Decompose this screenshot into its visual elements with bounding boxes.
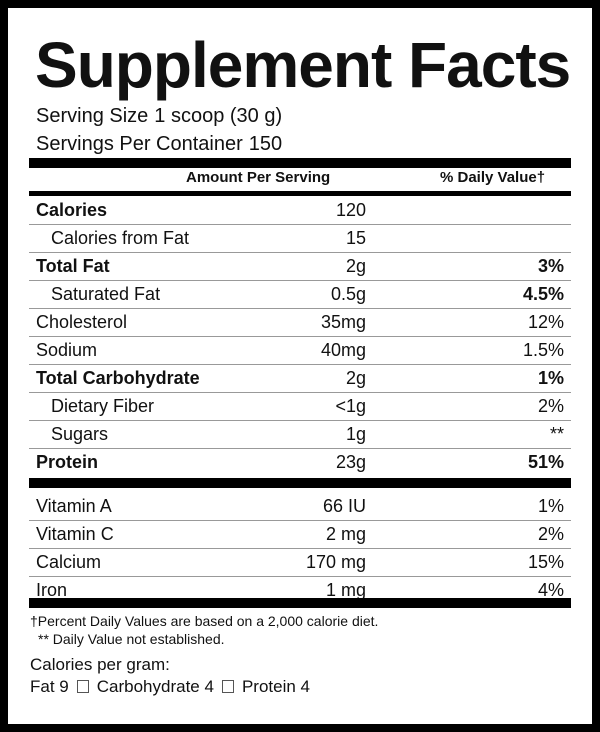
nutrient-amount: 120 xyxy=(335,200,366,220)
servings-per-container-label: Servings Per Container xyxy=(36,133,243,155)
vitamin-daily-value: 1% xyxy=(537,496,564,516)
servings-per-container-value: 150 xyxy=(248,133,283,155)
nutrient-row: Calories 120 xyxy=(29,196,571,224)
nutrient-daily-value: 1.5% xyxy=(522,340,564,360)
vitamin-name: Vitamin A xyxy=(36,496,112,516)
row-divider xyxy=(29,420,571,421)
nutrient-name: Calories xyxy=(36,200,108,220)
servings-per-container: Servings Per Container 150 xyxy=(36,132,282,156)
row-divider xyxy=(29,336,571,337)
nutrient-amount: 2g xyxy=(345,256,366,276)
nutrient-name: Sodium xyxy=(36,340,98,360)
header-divider xyxy=(29,191,571,196)
row-divider xyxy=(29,448,571,449)
nutrient-amount: <1g xyxy=(335,396,366,416)
panel-title: Supplement Facts xyxy=(35,29,571,101)
fat-per-gram: Fat 9 xyxy=(30,677,69,696)
serving-size: Serving Size 1 scoop (30 g) xyxy=(36,104,282,128)
nutrient-daily-value: 1% xyxy=(537,368,564,388)
daily-value-header: % Daily Value† xyxy=(440,169,546,186)
protein-per-gram: Protein 4 xyxy=(241,677,310,696)
vitamin-row: Calcium 170 mg 15% xyxy=(29,548,571,576)
vitamin-row: Vitamin A 66 IU 1% xyxy=(29,492,571,520)
separator-box-icon xyxy=(76,680,89,693)
nutrient-name: Sugars xyxy=(51,424,109,444)
vitamin-daily-value: 15% xyxy=(527,552,564,572)
nutrient-row: Saturated Fat 0.5g 4.5% xyxy=(29,280,571,308)
nutrient-amount: 40mg xyxy=(320,340,366,360)
nutrient-daily-value: 51% xyxy=(527,452,564,472)
vitamin-name: Calcium xyxy=(36,552,102,572)
amount-per-serving-header: Amount Per Serving xyxy=(186,169,331,186)
calories-per-gram-label: Calories per gram: xyxy=(30,655,170,674)
nutrient-daily-value: 4.5% xyxy=(522,284,564,304)
row-divider xyxy=(29,308,571,309)
nutrient-daily-value: ** xyxy=(549,424,564,444)
nutrient-daily-value: 12% xyxy=(527,312,564,332)
daily-value-footnote: ** Daily Value not established. xyxy=(38,631,225,647)
nutrient-name: Total Carbohydrate xyxy=(36,368,200,388)
row-divider xyxy=(29,280,571,281)
vitamin-daily-value: 2% xyxy=(537,524,564,544)
vitamin-amount: 66 IU xyxy=(322,496,366,516)
nutrient-row: Dietary Fiber <1g 2% xyxy=(29,392,571,420)
nutrient-name: Cholesterol xyxy=(36,312,128,332)
nutrient-name: Saturated Fat xyxy=(51,284,161,304)
nutrient-amount: 0.5g xyxy=(330,284,366,304)
nutrient-row: Sodium 40mg 1.5% xyxy=(29,336,571,364)
thick-divider xyxy=(29,598,571,608)
vitamin-amount: 1 mg xyxy=(325,580,366,600)
row-divider xyxy=(29,548,571,549)
row-divider xyxy=(29,224,571,225)
vitamin-name: Vitamin C xyxy=(36,524,114,544)
row-divider xyxy=(29,576,571,577)
row-divider xyxy=(29,520,571,521)
thick-divider xyxy=(29,478,571,488)
row-divider xyxy=(29,252,571,253)
vitamin-name: Iron xyxy=(36,580,68,600)
nutrient-daily-value: 2% xyxy=(537,396,564,416)
nutrient-row: Sugars 1g ** xyxy=(29,420,571,448)
nutrient-name: Protein xyxy=(36,452,99,472)
nutrient-name: Total Fat xyxy=(36,256,110,276)
row-divider xyxy=(29,392,571,393)
serving-size-label: Serving Size xyxy=(36,105,149,127)
serving-size-value: 1 scoop (30 g) xyxy=(154,105,283,127)
nutrient-row: Cholesterol 35mg 12% xyxy=(29,308,571,336)
nutrient-amount: 23g xyxy=(335,452,366,472)
nutrient-name: Calories from Fat xyxy=(51,228,190,248)
vitamin-row: Iron 1 mg 4% xyxy=(29,576,571,604)
thick-divider xyxy=(29,158,571,168)
nutrient-row: Protein 23g 51% xyxy=(29,448,571,476)
nutrient-row: Calories from Fat 15 xyxy=(29,224,571,252)
nutrient-daily-value: 3% xyxy=(537,256,564,276)
nutrient-amount: 2g xyxy=(345,368,366,388)
nutrient-row: Total Carbohydrate 2g 1% xyxy=(29,364,571,392)
vitamin-daily-value: 4% xyxy=(537,580,564,600)
calories-per-gram-values: Fat 9 Carbohydrate 4 Protein 4 xyxy=(30,676,310,698)
nutrient-name: Dietary Fiber xyxy=(51,396,155,416)
vitamin-amount: 2 mg xyxy=(325,524,366,544)
nutrient-amount: 35mg xyxy=(320,312,366,332)
separator-box-icon xyxy=(221,680,234,693)
row-divider xyxy=(29,364,571,365)
vitamin-amount: 170 mg xyxy=(305,552,366,572)
nutrient-amount: 15 xyxy=(345,228,366,248)
carbohydrate-per-gram: Carbohydrate 4 xyxy=(96,677,214,696)
nutrient-amount: 1g xyxy=(345,424,366,444)
nutrient-row: Total Fat 2g 3% xyxy=(29,252,571,280)
vitamin-row: Vitamin C 2 mg 2% xyxy=(29,520,571,548)
percent-daily-footnote: †Percent Daily Values are based on a 2,0… xyxy=(30,613,379,629)
